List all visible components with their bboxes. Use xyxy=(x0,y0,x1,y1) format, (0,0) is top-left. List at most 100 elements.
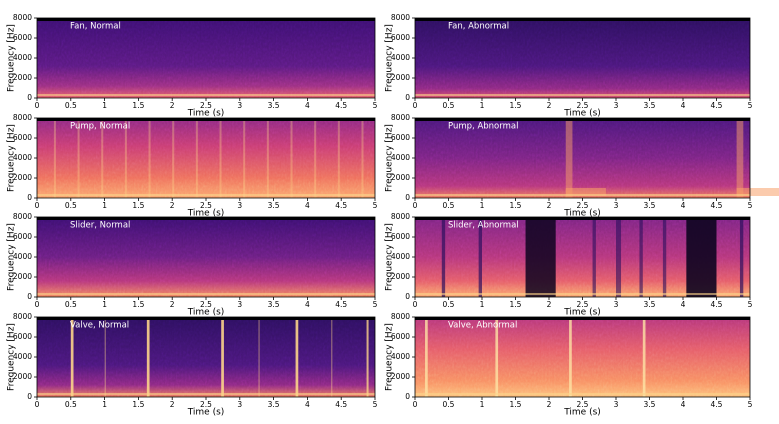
x-tick-label: 3.5 xyxy=(644,101,656,110)
x-tick-label: 0 xyxy=(35,201,40,210)
x-tick-label: 4 xyxy=(681,201,686,210)
x-tick-label: 0.5 xyxy=(65,201,77,210)
x-tick-label: 4.5 xyxy=(335,201,347,210)
x-tick-label: 4.5 xyxy=(711,400,723,409)
y-tick-label: 6000 xyxy=(13,332,32,341)
x-tick-label: 4.5 xyxy=(335,300,347,309)
y-tick-label: 4000 xyxy=(391,352,410,361)
y-tick-label: 0 xyxy=(405,93,410,102)
y-tick-label: 2000 xyxy=(13,372,32,381)
x-tick-label: 4 xyxy=(681,300,686,309)
x-tick-label: 2 xyxy=(547,201,552,210)
spectrogram-streak xyxy=(295,320,299,397)
spectrogram-panel: Slider, Abnormal 0 0.5 1 1.5 2 2.5 3 3.5 4 4.5 5 0 20… xyxy=(385,212,753,318)
y-tick-label: 0 xyxy=(27,193,32,202)
spectrogram-band xyxy=(565,188,606,196)
spectrogram-streak xyxy=(77,121,80,198)
spectrogram-bottom-band xyxy=(37,293,375,295)
y-axis-label: Frequency [Hz] xyxy=(385,124,395,192)
x-tick-label: 0.5 xyxy=(65,101,77,110)
x-tick-label: 2 xyxy=(170,300,175,309)
x-tick-label: 3.5 xyxy=(644,300,656,309)
y-tick-label: 8000 xyxy=(13,113,32,122)
spectrogram-streak xyxy=(53,121,56,198)
x-tick-label: 0 xyxy=(413,101,418,110)
spectrogram-streak xyxy=(495,320,499,397)
y-tick-label: 8000 xyxy=(13,13,32,22)
y-tick-label: 8000 xyxy=(391,13,410,22)
spectrogram-streak xyxy=(441,220,446,297)
x-tick-label: 1 xyxy=(102,101,107,110)
spectrogram-streak xyxy=(642,320,646,397)
x-tick-label: 1 xyxy=(480,300,485,309)
x-tick-label: 1.5 xyxy=(510,201,522,210)
spectrogram-streak xyxy=(736,121,744,198)
y-axis-label: Frequency [Hz] xyxy=(7,323,17,391)
x-tick-label: 0 xyxy=(35,101,40,110)
panel-title: Fan, Abnormal xyxy=(448,22,509,32)
spectrogram-streak xyxy=(639,220,643,297)
panel-title: Slider, Normal xyxy=(70,221,130,231)
x-tick-label: 3 xyxy=(614,300,619,309)
spectrogram-streak xyxy=(592,220,596,297)
y-tick-label: 2000 xyxy=(391,272,410,281)
spectrogram-streak xyxy=(366,320,369,397)
spectrogram-noise xyxy=(37,118,375,198)
spectrogram-panel: Slider, Normal 0 0.5 1 1.5 2 2.5 3 3.5 4 4.5 5 0 2000… xyxy=(7,212,378,318)
x-tick-label: 0.5 xyxy=(443,101,455,110)
y-tick-label: 6000 xyxy=(391,33,410,42)
x-tick-label: 0 xyxy=(35,300,40,309)
spectrogram-streak xyxy=(221,320,224,397)
x-tick-label: 2.5 xyxy=(577,201,589,210)
x-tick-label: 1.5 xyxy=(132,101,144,110)
spectrogram-streak xyxy=(290,121,293,198)
y-tick-label: 6000 xyxy=(13,133,32,142)
x-tick-label: 2.5 xyxy=(577,300,589,309)
x-tick-label: 2 xyxy=(170,201,175,210)
y-axis-label: Frequency [Hz] xyxy=(7,223,17,291)
spectrogram-bottom-band xyxy=(37,94,375,96)
spectrogram-bottom-band xyxy=(37,194,375,196)
spectrogram-streak xyxy=(525,220,556,297)
x-tick-label: 4.5 xyxy=(711,300,723,309)
spectrogram-streak xyxy=(478,220,482,297)
x-tick-label: 5 xyxy=(748,101,753,110)
x-tick-label: 3 xyxy=(237,101,242,110)
panel-title: Pump, Abnormal xyxy=(448,122,518,132)
spectrogram-panel: Fan, Normal 0 0.5 1 1.5 2 2.5 3 3.5 4 4.5 5 0 2000 400… xyxy=(7,13,378,119)
x-tick-label: 1 xyxy=(102,201,107,210)
spectrogram-bottom-band xyxy=(415,293,750,295)
spectrogram-streak xyxy=(314,121,317,198)
spectrogram-panel: Fan, Abnormal 0 0.5 1 1.5 2 2.5 3 3.5 4 4.5 5 0 2000 4… xyxy=(385,13,753,119)
x-axis-label: Time (s) xyxy=(187,408,225,418)
y-tick-label: 8000 xyxy=(13,212,32,221)
x-tick-label: 3.5 xyxy=(644,400,656,409)
x-axis-label: Time (s) xyxy=(187,209,225,219)
y-tick-label: 0 xyxy=(405,193,410,202)
y-axis-label: Frequency [Hz] xyxy=(7,24,17,92)
x-tick-label: 3.5 xyxy=(268,101,280,110)
x-tick-label: 5 xyxy=(373,300,378,309)
spectrogram-panel: Valve, Abnormal 0 0.5 1 1.5 2 2.5 3 3.5 4 4.5 5 0 200… xyxy=(385,312,753,418)
x-tick-label: 0.5 xyxy=(443,400,455,409)
x-tick-label: 3.5 xyxy=(644,201,656,210)
y-tick-label: 6000 xyxy=(391,232,410,241)
y-tick-label: 8000 xyxy=(391,113,410,122)
panel-title: Fan, Normal xyxy=(70,22,121,32)
spectrogram-top-band xyxy=(37,317,375,320)
spectrogram-panel: Pump, Normal 0 0.5 1 1.5 2 2.5 3 3.5 4 4.5 5 0 2000 40… xyxy=(7,113,378,219)
x-tick-label: 4.5 xyxy=(335,101,347,110)
y-tick-label: 0 xyxy=(27,392,32,401)
spectrogram-streak xyxy=(195,121,198,198)
y-tick-label: 6000 xyxy=(391,133,410,142)
spectrogram-top-band xyxy=(415,18,750,21)
spectrogram-streak xyxy=(331,320,333,397)
x-tick-label: 3 xyxy=(237,400,242,409)
panel-title: Valve, Abnormal xyxy=(448,321,517,331)
spectrogram-panel: Pump, Abnormal 0 0.5 1 1.5 2 2.5 3 3.5 4 4.5 5 0 2000… xyxy=(385,113,779,219)
y-tick-label: 0 xyxy=(405,392,410,401)
x-tick-label: 3 xyxy=(237,300,242,309)
spectrogram-bottom-band xyxy=(415,393,750,395)
spectrogram-band xyxy=(736,188,779,196)
x-tick-label: 4 xyxy=(305,300,310,309)
